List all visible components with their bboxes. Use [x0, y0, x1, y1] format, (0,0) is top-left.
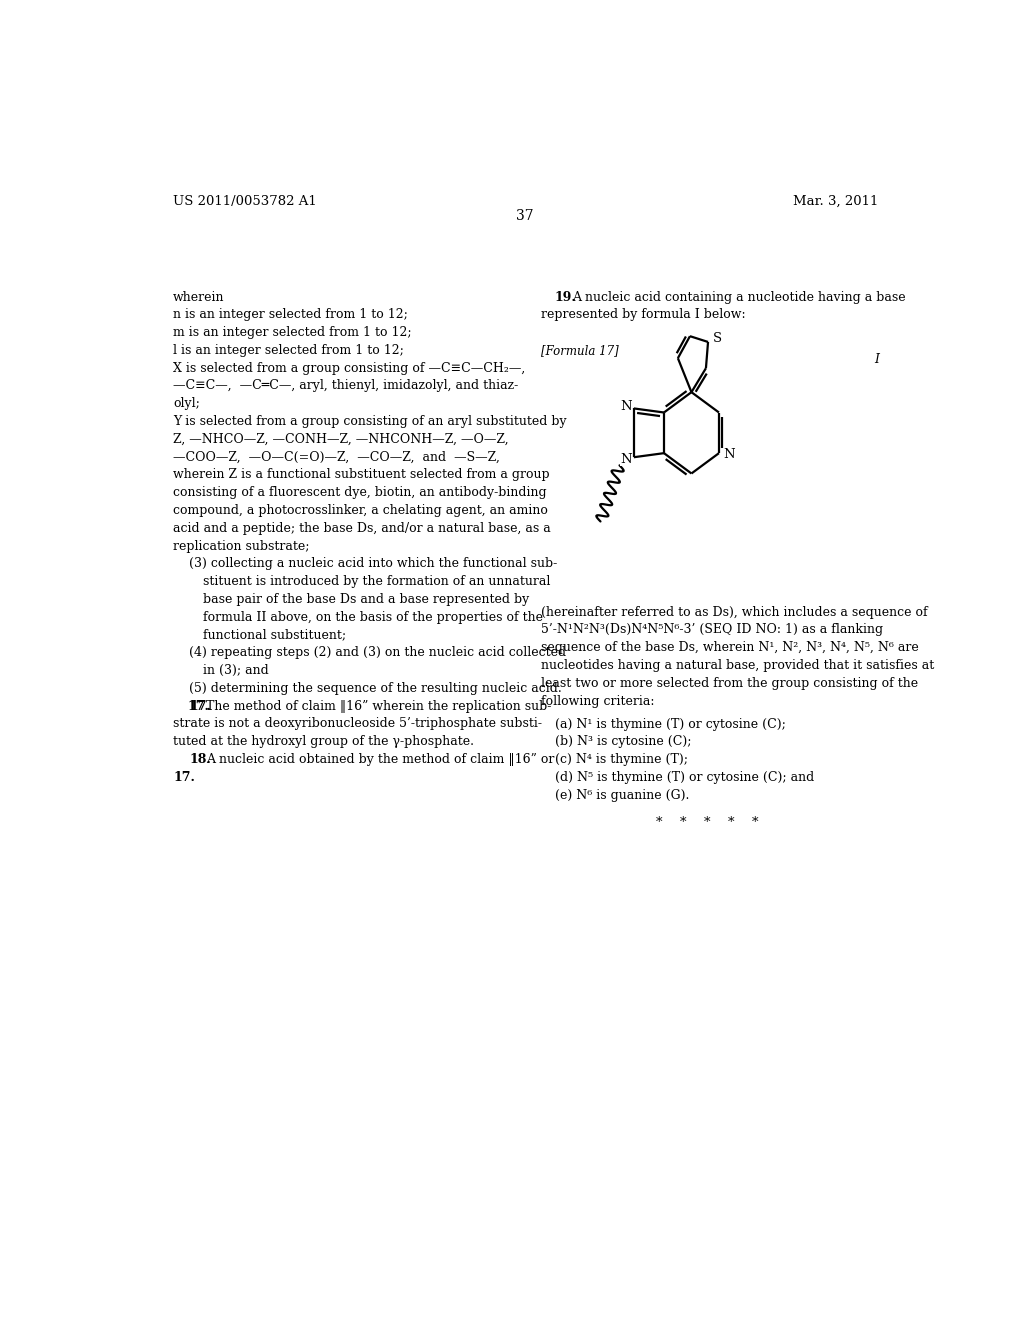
Text: wherein Z is a functional substituent selected from a group: wherein Z is a functional substituent se…	[173, 469, 550, 482]
Text: (hereinafter referred to as Ds), which includes a sequence of: (hereinafter referred to as Ds), which i…	[541, 606, 928, 619]
Text: functional substituent;: functional substituent;	[204, 628, 346, 642]
Text: 18.: 18.	[189, 752, 211, 766]
Text: N: N	[621, 400, 632, 413]
Text: m is an integer selected from 1 to 12;: m is an integer selected from 1 to 12;	[173, 326, 412, 339]
Text: A nucleic acid containing a nucleotide having a base: A nucleic acid containing a nucleotide h…	[571, 290, 905, 304]
Text: base pair of the base Ds and a base represented by: base pair of the base Ds and a base repr…	[204, 593, 529, 606]
Text: in (3); and: in (3); and	[204, 664, 269, 677]
Text: least two or more selected from the group consisting of the: least two or more selected from the grou…	[541, 677, 918, 690]
Text: acid and a peptide; the base Ds, and/or a natural base, as a: acid and a peptide; the base Ds, and/or …	[173, 521, 551, 535]
Text: Z, —NHCO—Z, —CONH—Z, —NHCONH—Z, —O—Z,: Z, —NHCO—Z, —CONH—Z, —NHCONH—Z, —O—Z,	[173, 433, 509, 446]
Text: olyl;: olyl;	[173, 397, 200, 411]
Text: formula II above, on the basis of the properties of the: formula II above, on the basis of the pr…	[204, 611, 544, 623]
Text: nucleotides having a natural base, provided that it satisfies at: nucleotides having a natural base, provi…	[541, 659, 934, 672]
Text: represented by formula I below:: represented by formula I below:	[541, 309, 745, 321]
Text: wherein: wherein	[173, 290, 224, 304]
Text: sequence of the base Ds, wherein N¹, N², N³, N⁴, N⁵, N⁶ are: sequence of the base Ds, wherein N¹, N²,…	[541, 642, 919, 655]
Text: l is an integer selected from 1 to 12;: l is an integer selected from 1 to 12;	[173, 345, 404, 356]
Text: A nucleic acid obtained by the method of claim ‖16” or: A nucleic acid obtained by the method of…	[206, 752, 554, 766]
Text: (d) N⁵ is thymine (T) or cytosine (C); and: (d) N⁵ is thymine (T) or cytosine (C); a…	[555, 771, 814, 784]
Text: 37: 37	[516, 210, 534, 223]
Text: (3) collecting a nucleic acid into which the functional sub-: (3) collecting a nucleic acid into which…	[189, 557, 557, 570]
Text: 5’-N¹N²N³(Ds)N⁴N⁵N⁶-3’ (SEQ ID NO: 1) as a flanking: 5’-N¹N²N³(Ds)N⁴N⁵N⁶-3’ (SEQ ID NO: 1) as…	[541, 623, 883, 636]
Text: 17.: 17.	[189, 700, 211, 713]
Text: (4) repeating steps (2) and (3) on the nucleic acid collected: (4) repeating steps (2) and (3) on the n…	[189, 647, 566, 659]
Text: (5) determining the sequence of the resulting nucleic acid.: (5) determining the sequence of the resu…	[189, 682, 562, 694]
Text: stituent is introduced by the formation of an unnatural: stituent is introduced by the formation …	[204, 576, 551, 589]
Text: Mar. 3, 2011: Mar. 3, 2011	[793, 195, 878, 209]
Text: *  *  *  *  *: * * * * *	[656, 816, 759, 829]
Text: following criteria:: following criteria:	[541, 694, 654, 708]
Text: The method of claim ‖16” wherein the replication sub-: The method of claim ‖16” wherein the rep…	[206, 700, 551, 713]
Text: (b) N³ is cytosine (C);: (b) N³ is cytosine (C);	[555, 735, 691, 748]
Text: X is selected from a group consisting of —C≡C—CH₂—,: X is selected from a group consisting of…	[173, 362, 525, 375]
Text: n is an integer selected from 1 to 12;: n is an integer selected from 1 to 12;	[173, 309, 409, 321]
Text: Y is selected from a group consisting of an aryl substituted by: Y is selected from a group consisting of…	[173, 414, 567, 428]
Text: I: I	[873, 352, 879, 366]
Text: —C≡C—,  —C═C—, aryl, thienyl, imidazolyl, and thiaz-: —C≡C—, —C═C—, aryl, thienyl, imidazolyl,…	[173, 379, 518, 392]
Text: US 2011/0053782 A1: US 2011/0053782 A1	[173, 195, 317, 209]
Text: compound, a photocrosslinker, a chelating agent, an amino: compound, a photocrosslinker, a chelatin…	[173, 504, 548, 517]
Text: 17.: 17.	[173, 771, 196, 784]
Text: consisting of a fluorescent dye, biotin, an antibody-binding: consisting of a fluorescent dye, biotin,…	[173, 486, 547, 499]
Text: 17.: 17.	[187, 700, 209, 713]
Text: N: N	[723, 447, 735, 461]
Text: replication substrate;: replication substrate;	[173, 540, 309, 553]
Text: (a) N¹ is thymine (T) or cytosine (C);: (a) N¹ is thymine (T) or cytosine (C);	[555, 718, 785, 731]
Text: S: S	[713, 333, 722, 346]
Text: (e) N⁶ is guanine (G).: (e) N⁶ is guanine (G).	[555, 789, 689, 801]
Text: —COO—Z,  —O—C(=O)—Z,  —CO—Z,  and  —S—Z,: —COO—Z, —O—C(=O)—Z, —CO—Z, and —S—Z,	[173, 450, 500, 463]
Text: 19.: 19.	[555, 290, 577, 304]
Text: tuted at the hydroxyl group of the γ-phosphate.: tuted at the hydroxyl group of the γ-pho…	[173, 735, 474, 748]
Text: N: N	[621, 453, 632, 466]
Text: strate is not a deoxyribonucleoside 5’-triphosphate substi-: strate is not a deoxyribonucleoside 5’-t…	[173, 717, 543, 730]
Text: [Formula 17]: [Formula 17]	[541, 345, 618, 356]
Text: (c) N⁴ is thymine (T);: (c) N⁴ is thymine (T);	[555, 754, 688, 766]
